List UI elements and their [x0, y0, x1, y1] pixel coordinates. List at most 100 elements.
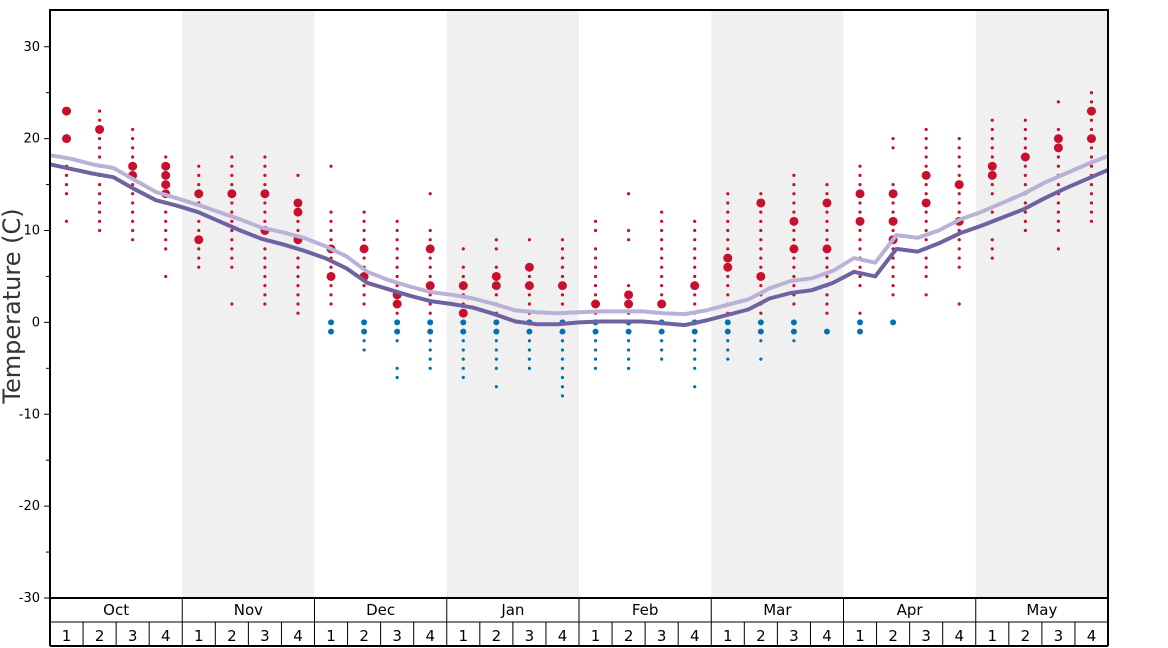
temp-dot-warm — [230, 173, 234, 177]
temp-dot-warm — [1089, 192, 1094, 196]
temp-dot-warm — [593, 265, 598, 269]
temp-dot-cold — [494, 357, 498, 361]
temp-dot-warm — [858, 247, 862, 251]
temp-dot-warm — [921, 170, 931, 180]
week-label: 1 — [988, 627, 998, 645]
temp-dot-warm — [822, 244, 832, 254]
temp-dot-warm — [164, 247, 168, 251]
temp-dot-warm — [329, 293, 333, 297]
temp-dot-cold — [560, 339, 565, 343]
temp-dot-warm — [359, 244, 369, 254]
temp-dot-warm — [296, 284, 300, 288]
month-label-jan: Jan — [500, 601, 524, 619]
temp-dot-warm — [131, 146, 135, 150]
week-label: 3 — [260, 627, 270, 645]
temp-dot-warm — [164, 238, 168, 242]
temp-dot-warm — [626, 238, 631, 242]
temp-dot-warm — [726, 274, 730, 279]
temp-dot-warm — [131, 137, 135, 141]
temp-dot-warm — [891, 201, 895, 205]
temp-dot-warm — [263, 247, 267, 251]
temp-dot-warm — [494, 293, 498, 297]
temp-dot-warm — [425, 281, 435, 291]
temp-dot-warm — [759, 219, 763, 223]
temp-dot-cold — [527, 339, 532, 343]
temp-dot-warm — [825, 256, 829, 260]
temp-dot-warm — [825, 192, 829, 196]
temp-dot-warm — [164, 210, 168, 214]
temp-dot-warm — [197, 228, 201, 233]
temp-dot-cold — [593, 366, 598, 370]
temp-dot-warm — [957, 238, 961, 242]
temp-dot-warm — [825, 228, 829, 233]
temp-dot-warm — [161, 180, 171, 190]
temp-dot-warm — [560, 293, 565, 297]
temp-dot-warm — [296, 274, 300, 279]
temp-dot-warm — [990, 210, 994, 214]
temp-dot-warm — [97, 137, 102, 141]
temp-dot-warm — [95, 124, 105, 134]
temp-dot-warm — [723, 262, 733, 272]
temp-dot-warm — [660, 219, 664, 223]
temp-dot-warm — [62, 106, 72, 116]
temp-dot-warm — [924, 164, 928, 168]
temp-dot-warm — [395, 265, 399, 269]
shade-band-may — [975, 10, 1108, 598]
temp-dot-cold — [494, 366, 498, 370]
temp-dot-warm — [924, 192, 928, 196]
month-label-oct: Oct — [103, 601, 129, 619]
temp-dot-warm — [461, 265, 465, 269]
temp-dot-warm — [263, 182, 267, 187]
temp-dot-warm — [395, 256, 399, 260]
temp-dot-warm — [524, 281, 534, 291]
temp-dot-warm — [230, 210, 234, 214]
week-label: 1 — [62, 627, 72, 645]
shade-band-jan — [446, 10, 579, 598]
week-label: 2 — [95, 627, 105, 645]
temp-dot-warm — [891, 265, 895, 269]
temp-dot-warm — [726, 210, 730, 214]
temp-dot-cold — [660, 357, 664, 361]
temp-dot-warm — [693, 274, 697, 279]
temp-dot-warm — [197, 265, 201, 269]
temp-dot-cold — [693, 385, 697, 389]
temp-dot-warm — [660, 228, 664, 233]
temp-dot-warm — [227, 189, 237, 199]
temp-dot-cold — [724, 319, 731, 326]
temp-dot-warm — [296, 293, 300, 297]
temp-dot-cold — [361, 328, 368, 335]
temp-dot-warm — [726, 192, 730, 196]
y-tick-label: 10 — [23, 224, 40, 239]
temp-dot-warm — [792, 210, 796, 214]
temp-dot-warm — [825, 238, 829, 242]
temp-dot-cold — [660, 339, 664, 343]
temp-dot-warm — [990, 182, 994, 187]
temp-dot-warm — [759, 228, 763, 233]
temp-dot-warm — [660, 247, 664, 251]
week-label: 1 — [855, 627, 865, 645]
week-label: 2 — [492, 627, 502, 645]
temp-dot-warm — [194, 189, 204, 199]
temp-dot-warm — [690, 281, 700, 291]
temp-dot-warm — [458, 308, 468, 318]
temp-dot-warm — [1089, 91, 1094, 95]
month-label-dec: Dec — [366, 601, 395, 619]
temp-dot-warm — [230, 302, 234, 306]
temp-dot-warm — [197, 256, 201, 260]
temp-dot-warm — [197, 247, 201, 251]
temp-dot-warm — [924, 127, 928, 132]
y-tick-label: -10 — [19, 407, 40, 422]
temp-dot-cold — [461, 375, 465, 380]
temp-dot-cold — [427, 319, 434, 326]
temp-dot-warm — [1023, 146, 1027, 150]
temp-dot-warm — [1053, 134, 1063, 144]
temp-dot-warm — [957, 155, 961, 159]
temp-dot-warm — [693, 265, 697, 269]
week-label: 3 — [789, 627, 799, 645]
upper-average-line — [49, 153, 1109, 317]
temp-dot-warm — [64, 192, 69, 196]
temp-dot-cold — [559, 328, 566, 335]
y-tick-label: 0 — [32, 315, 40, 330]
week-label: 4 — [1087, 627, 1097, 645]
